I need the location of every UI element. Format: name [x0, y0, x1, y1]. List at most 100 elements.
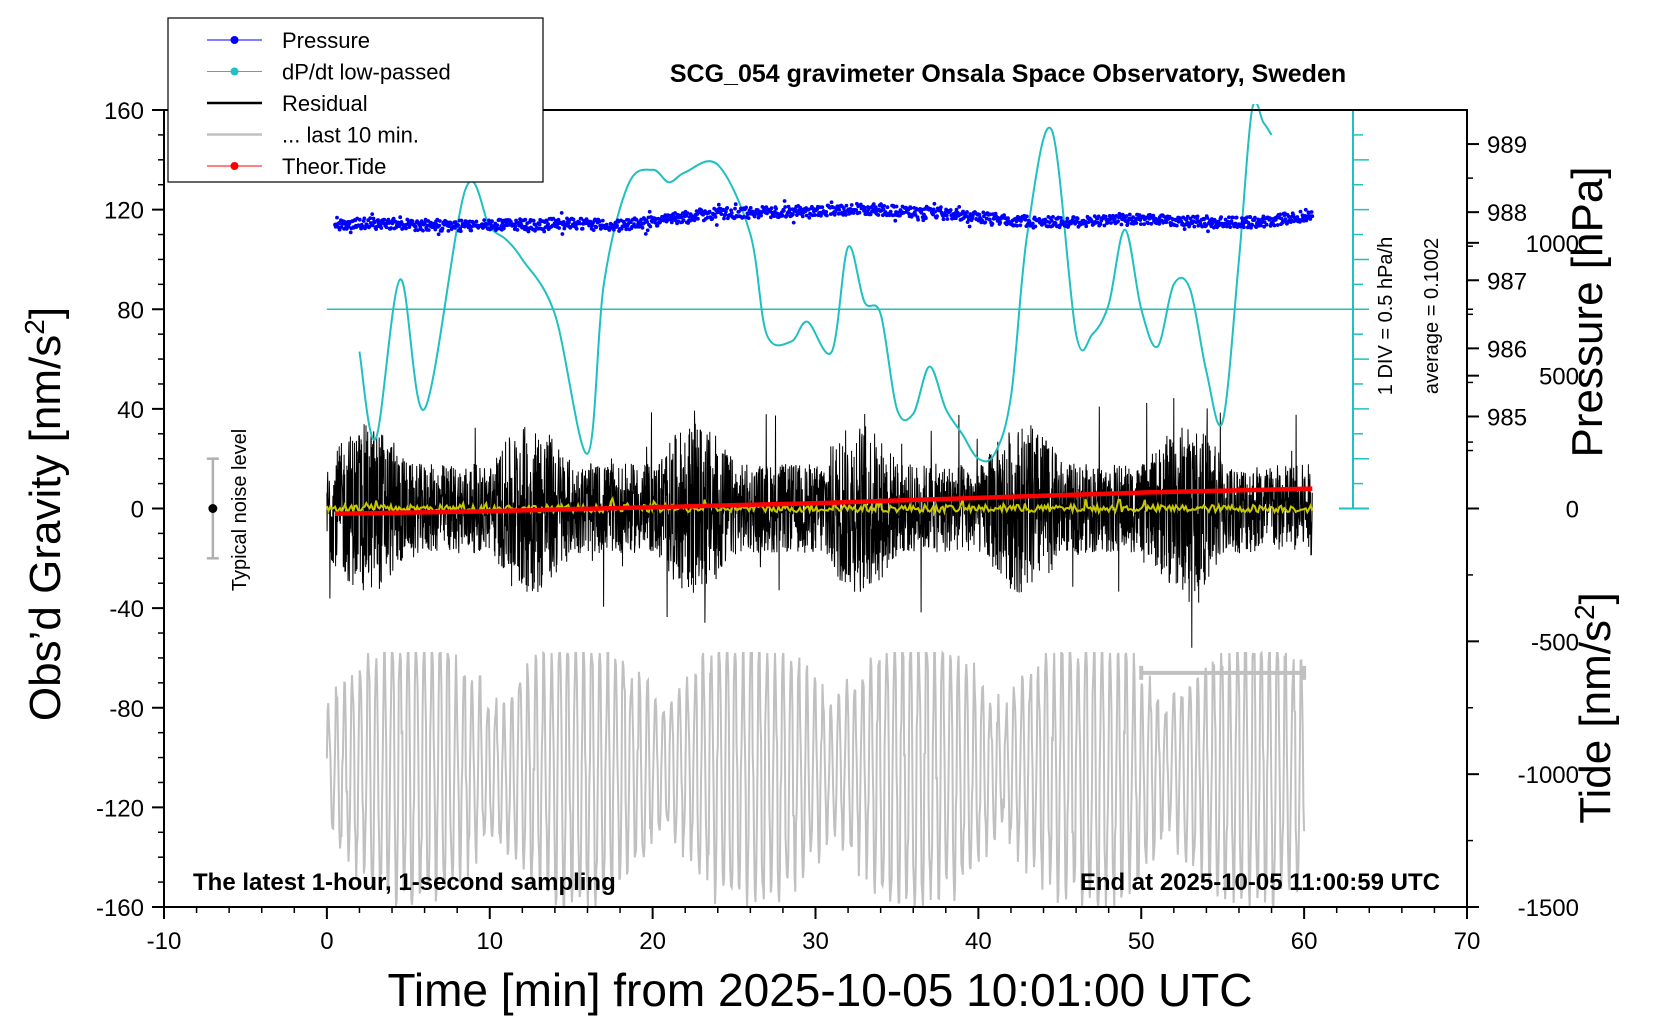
pressure-point — [893, 218, 898, 223]
pressure-point — [679, 215, 684, 220]
pressure-point — [1149, 221, 1154, 226]
tide-tick-label: 0 — [1566, 497, 1579, 524]
dpdt-average-label: average = 0.1002 — [1421, 238, 1443, 394]
pressure-point — [1310, 214, 1315, 219]
pressure-point — [941, 217, 946, 222]
pressure-point — [1258, 223, 1263, 228]
pressure-point — [1116, 219, 1120, 224]
pressure-point — [882, 204, 887, 208]
pressure-point — [1051, 215, 1055, 219]
pressure-point — [696, 216, 700, 221]
y-tick-label: -40 — [109, 596, 144, 623]
pressure-point — [567, 220, 571, 225]
pressure-point — [1204, 223, 1208, 228]
pressure-point — [1250, 223, 1255, 227]
y-tick-label: 80 — [117, 297, 144, 324]
pressure-point — [426, 228, 431, 232]
pressure-point — [813, 213, 818, 217]
pressure-point — [1240, 216, 1244, 221]
y-tick-label: 120 — [104, 198, 144, 225]
pressure-point — [681, 218, 686, 223]
x-tick-label: 20 — [639, 928, 666, 955]
tide-tick-label: 1000 — [1526, 231, 1579, 258]
pressure-point — [612, 227, 616, 232]
pressure-point — [531, 218, 536, 223]
pressure-point — [957, 205, 962, 209]
pressure-point — [597, 219, 602, 224]
pressure-point — [1119, 222, 1124, 227]
pressure-point — [557, 226, 561, 230]
pressure-point — [600, 218, 605, 223]
pressure-point — [748, 206, 753, 210]
pressure-point — [774, 206, 778, 211]
pressure-tick-label: 987 — [1487, 268, 1527, 295]
pressure-point — [421, 228, 425, 233]
pressure-point — [1229, 219, 1234, 224]
annotation-latest-hour: The latest 1-hour, 1-second sampling — [193, 869, 616, 896]
pressure-point — [1225, 224, 1229, 229]
pressure-point — [559, 211, 564, 215]
pressure-point — [615, 223, 619, 228]
pressure-point — [1234, 215, 1239, 220]
pressure-point — [990, 221, 995, 226]
tide-tick-label: 500 — [1539, 364, 1579, 391]
pressure-point — [1075, 216, 1080, 221]
pressure-point — [609, 222, 614, 227]
pressure-point — [837, 207, 842, 212]
legend-marker — [230, 36, 239, 44]
pressure-point — [820, 205, 825, 210]
pressure-point — [832, 212, 837, 217]
pressure-point — [825, 213, 829, 218]
pressure-point — [714, 223, 719, 227]
pressure-point — [716, 202, 721, 207]
pressure-point — [1096, 214, 1101, 219]
legend-label: ... last 10 min. — [282, 123, 419, 148]
pressure-point — [561, 220, 566, 224]
pressure-point — [817, 205, 822, 210]
pressure-point — [713, 215, 718, 219]
pressure-point — [1192, 224, 1197, 229]
pressure-point — [1084, 224, 1089, 229]
pressure-point — [591, 228, 596, 233]
pressure-point — [894, 204, 899, 209]
pressure-point — [707, 209, 712, 214]
pressure-point — [436, 232, 441, 237]
chart-title: SCG_054 gravimeter Onsala Space Observat… — [670, 60, 1346, 88]
pressure-point — [710, 216, 715, 221]
pressure-point — [469, 228, 474, 233]
pressure-point — [546, 222, 550, 226]
tide-tick-label: -1000 — [1518, 762, 1579, 789]
pressure-point — [873, 205, 878, 210]
pressure-point — [389, 226, 393, 230]
series-dpdt-line — [358, 104, 1273, 463]
annotation-end-time: End at 2025-10-05 11:00:59 UTC — [1080, 869, 1440, 896]
pressure-point — [571, 217, 576, 222]
x-tick-label: 70 — [1454, 928, 1481, 955]
pressure-point — [337, 227, 342, 232]
pressure-point — [371, 216, 376, 221]
pressure-point — [1053, 221, 1058, 226]
pressure-point — [533, 223, 538, 227]
pressure-point — [645, 228, 650, 233]
pressure-point — [896, 210, 900, 215]
pressure-point — [1025, 214, 1029, 219]
tide-tick-label: -1500 — [1518, 895, 1579, 922]
pressure-point — [945, 217, 950, 221]
pressure-point — [769, 215, 773, 220]
pressure-point — [851, 211, 856, 215]
pressure-point — [370, 212, 375, 217]
pressure-point — [1117, 211, 1122, 216]
pressure-point — [921, 218, 926, 223]
pressure-point — [437, 223, 442, 228]
pressure-point — [647, 209, 652, 214]
pressure-point — [737, 209, 741, 214]
pressure-point — [456, 223, 461, 228]
pressure-point — [1272, 223, 1277, 228]
pressure-point — [871, 202, 876, 207]
pressure-point — [913, 210, 917, 214]
pressure-point — [628, 220, 633, 225]
pressure-point — [685, 211, 690, 216]
pressure-point — [854, 208, 859, 212]
pressure-point — [1142, 222, 1147, 227]
